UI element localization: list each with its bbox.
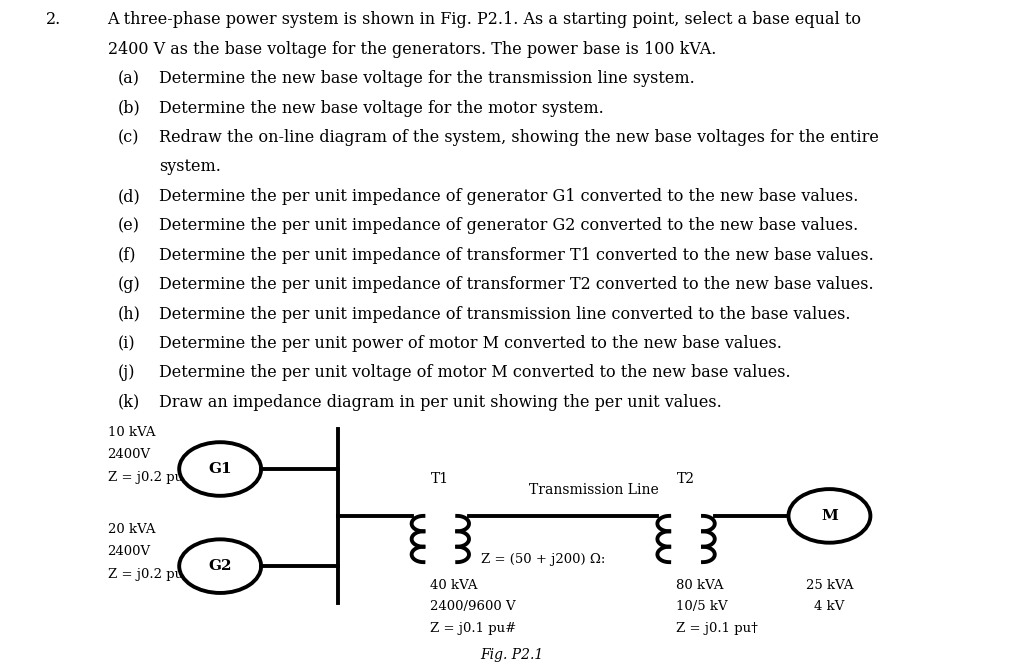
Text: 2400V: 2400V — [108, 448, 151, 461]
Text: Z = (50 + j200) Ω:: Z = (50 + j200) Ω: — [480, 553, 605, 565]
Text: A three-phase power system is shown in Fig. P2.1. As a starting point, select a : A three-phase power system is shown in F… — [108, 11, 861, 28]
Text: Determine the per unit impedance of generator G2 converted to the new base value: Determine the per unit impedance of gene… — [159, 217, 858, 234]
Text: (k): (k) — [118, 394, 140, 411]
Text: Determine the new base voltage for the motor system.: Determine the new base voltage for the m… — [159, 100, 603, 117]
Text: 10/5 kV: 10/5 kV — [676, 600, 727, 613]
Text: Determine the per unit power of motor M converted to the new base values.: Determine the per unit power of motor M … — [159, 335, 781, 352]
Text: 25 kVA: 25 kVA — [806, 579, 853, 592]
Text: Determine the per unit impedance of generator G1 converted to the new base value: Determine the per unit impedance of gene… — [159, 188, 858, 205]
Text: 2400 V as the base voltage for the generators. The power base is 100 kVA.: 2400 V as the base voltage for the gener… — [108, 41, 716, 58]
Text: T1: T1 — [431, 472, 450, 486]
Text: M: M — [821, 509, 838, 523]
Text: (j): (j) — [118, 364, 135, 381]
Text: 10 kVA: 10 kVA — [108, 425, 155, 439]
Text: (g): (g) — [118, 276, 140, 293]
Text: (h): (h) — [118, 306, 140, 322]
Text: (f): (f) — [118, 247, 136, 264]
Text: 2400/9600 V: 2400/9600 V — [430, 600, 516, 613]
Text: 4 kV: 4 kV — [814, 600, 845, 613]
Text: Z = j0.1 pu†: Z = j0.1 pu† — [676, 622, 758, 634]
Text: (b): (b) — [118, 100, 140, 117]
Text: Determine the new base voltage for the transmission line system.: Determine the new base voltage for the t… — [159, 70, 694, 87]
Text: Determine the per unit impedance of transmission line converted to the base valu: Determine the per unit impedance of tran… — [159, 306, 850, 322]
Text: (e): (e) — [118, 217, 139, 234]
Text: G2: G2 — [209, 559, 231, 573]
Text: Determine the per unit impedance of transformer T1 converted to the new base val: Determine the per unit impedance of tran… — [159, 247, 873, 264]
Text: T2: T2 — [677, 472, 695, 486]
Text: 40 kVA: 40 kVA — [430, 579, 477, 592]
Text: (a): (a) — [118, 70, 139, 87]
Text: Fig. P2.1: Fig. P2.1 — [480, 648, 544, 662]
Text: 20 kVA: 20 kVA — [108, 523, 155, 536]
Text: Determine the per unit voltage of motor M converted to the new base values.: Determine the per unit voltage of motor … — [159, 364, 791, 381]
Text: Transmission Line: Transmission Line — [529, 483, 658, 497]
Text: Determine the per unit impedance of transformer T2 converted to the new base val: Determine the per unit impedance of tran… — [159, 276, 873, 293]
Text: Redraw the on-line diagram of the system, showing the new base voltages for the : Redraw the on-line diagram of the system… — [159, 129, 879, 146]
Text: Z = j0.2 pu: Z = j0.2 pu — [108, 568, 182, 582]
Text: (c): (c) — [118, 129, 139, 146]
Text: 2.: 2. — [46, 11, 61, 28]
Text: Z = j0.2 pu: Z = j0.2 pu — [108, 471, 182, 484]
Text: system.: system. — [159, 159, 220, 176]
Text: 2400V: 2400V — [108, 545, 151, 558]
Text: Draw an impedance diagram in per unit showing the per unit values.: Draw an impedance diagram in per unit sh… — [159, 394, 722, 411]
Text: G1: G1 — [208, 462, 232, 476]
Text: 80 kVA: 80 kVA — [676, 579, 723, 592]
Text: (d): (d) — [118, 188, 140, 205]
Text: Z = j0.1 pu#: Z = j0.1 pu# — [430, 622, 516, 634]
Text: (i): (i) — [118, 335, 135, 352]
